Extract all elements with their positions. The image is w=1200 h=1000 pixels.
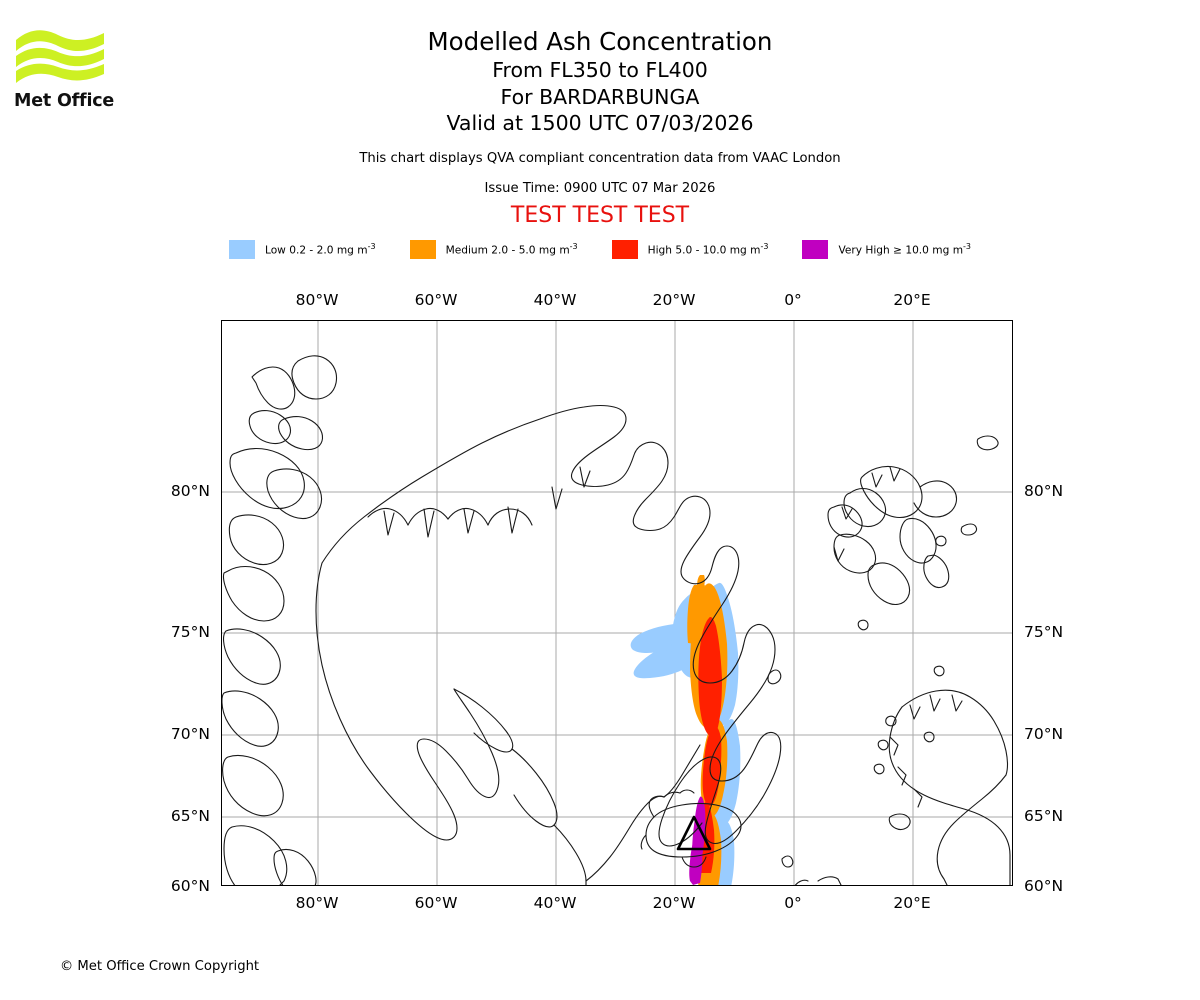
issue-time: Issue Time: 0900 UTC 07 Mar 2026	[484, 180, 716, 196]
lat-tick-right-3: 65°N	[1024, 807, 1064, 825]
map-coastlines	[222, 355, 1011, 885]
lat-tick-right-2: 70°N	[1024, 725, 1064, 743]
lat-tick-right-4: 60°N	[1024, 877, 1064, 895]
met-office-logo: Met Office	[14, 26, 126, 116]
lat-tick-left-4: 60°N	[170, 877, 210, 895]
flight-level-line: From FL350 to FL400	[492, 58, 708, 82]
legend-item-high: High 5.0 - 10.0 mg m-3	[611, 240, 769, 259]
lon-tick-bottom-4: 0°	[784, 894, 802, 912]
volcano-line: For BARDARBUNGA	[500, 84, 700, 109]
map-graphic	[222, 321, 1012, 885]
legend-item-very-high: Very High ≥ 10.0 mg m-3	[802, 240, 971, 259]
lon-tick-top-3: 20°W	[652, 291, 696, 309]
page-title: Modelled Ash Concentration	[427, 27, 773, 56]
logo-text: Met Office	[14, 91, 115, 111]
chart-header: Modelled Ash Concentration From FL350 to…	[0, 0, 1200, 229]
lon-tick-bottom-1: 60°W	[414, 894, 458, 912]
legend-swatch-medium	[409, 240, 436, 259]
lon-tick-bottom-5: 20°E	[893, 894, 931, 912]
legend-swatch-low	[228, 240, 255, 259]
legend-label-low: Low 0.2 - 2.0 mg m-3	[264, 242, 376, 257]
copyright-footer: © Met Office Crown Copyright	[60, 959, 260, 974]
map-container: 80°W 80°W 60°W 60°W 40°W 40°W 20°W 20°W 0° 0° 20°E…	[171, 291, 1063, 912]
valid-time-line: Valid at 1500 UTC 07/03/2026	[446, 111, 754, 135]
concentration-legend: Low 0.2 - 2.0 mg m-3 Medium 2.0 - 5.0 mg …	[0, 240, 1200, 259]
legend-item-medium: Medium 2.0 - 5.0 mg m-3	[409, 240, 578, 259]
lat-tick-right-0: 80°N	[1024, 482, 1064, 500]
legend-item-low: Low 0.2 - 2.0 mg m-3	[228, 240, 376, 259]
legend-label-high: High 5.0 - 10.0 mg m-3	[647, 242, 769, 257]
lon-tick-bottom-2: 40°W	[533, 894, 577, 912]
lon-tick-top-2: 40°W	[533, 291, 577, 309]
test-banner: TEST TEST TEST	[510, 202, 690, 228]
lon-tick-bottom-0: 80°W	[295, 894, 339, 912]
lon-tick-top-5: 20°E	[893, 291, 931, 309]
lon-tick-bottom-3: 20°W	[652, 894, 696, 912]
lat-tick-left-3: 65°N	[170, 807, 210, 825]
met-office-wave-logo-icon	[16, 30, 104, 83]
qva-disclaimer: This chart displays QVA compliant concen…	[359, 150, 841, 166]
legend-swatch-high	[611, 240, 638, 259]
lat-tick-left-1: 75°N	[170, 623, 210, 641]
legend-label-very-high: Very High ≥ 10.0 mg m-3	[838, 242, 972, 257]
legend-label-medium: Medium 2.0 - 5.0 mg m-3	[445, 242, 578, 257]
lon-tick-top-0: 80°W	[295, 291, 339, 309]
map-gridlines	[222, 321, 1012, 885]
lat-tick-left-0: 80°N	[170, 482, 210, 500]
lat-tick-right-1: 75°N	[1024, 623, 1064, 641]
map-plot-area	[221, 320, 1013, 886]
lon-tick-top-1: 60°W	[414, 291, 458, 309]
volcano-source-marker	[676, 815, 712, 851]
lat-tick-left-2: 70°N	[170, 725, 210, 743]
lon-tick-top-4: 0°	[784, 291, 802, 309]
legend-swatch-very-high	[802, 240, 829, 259]
